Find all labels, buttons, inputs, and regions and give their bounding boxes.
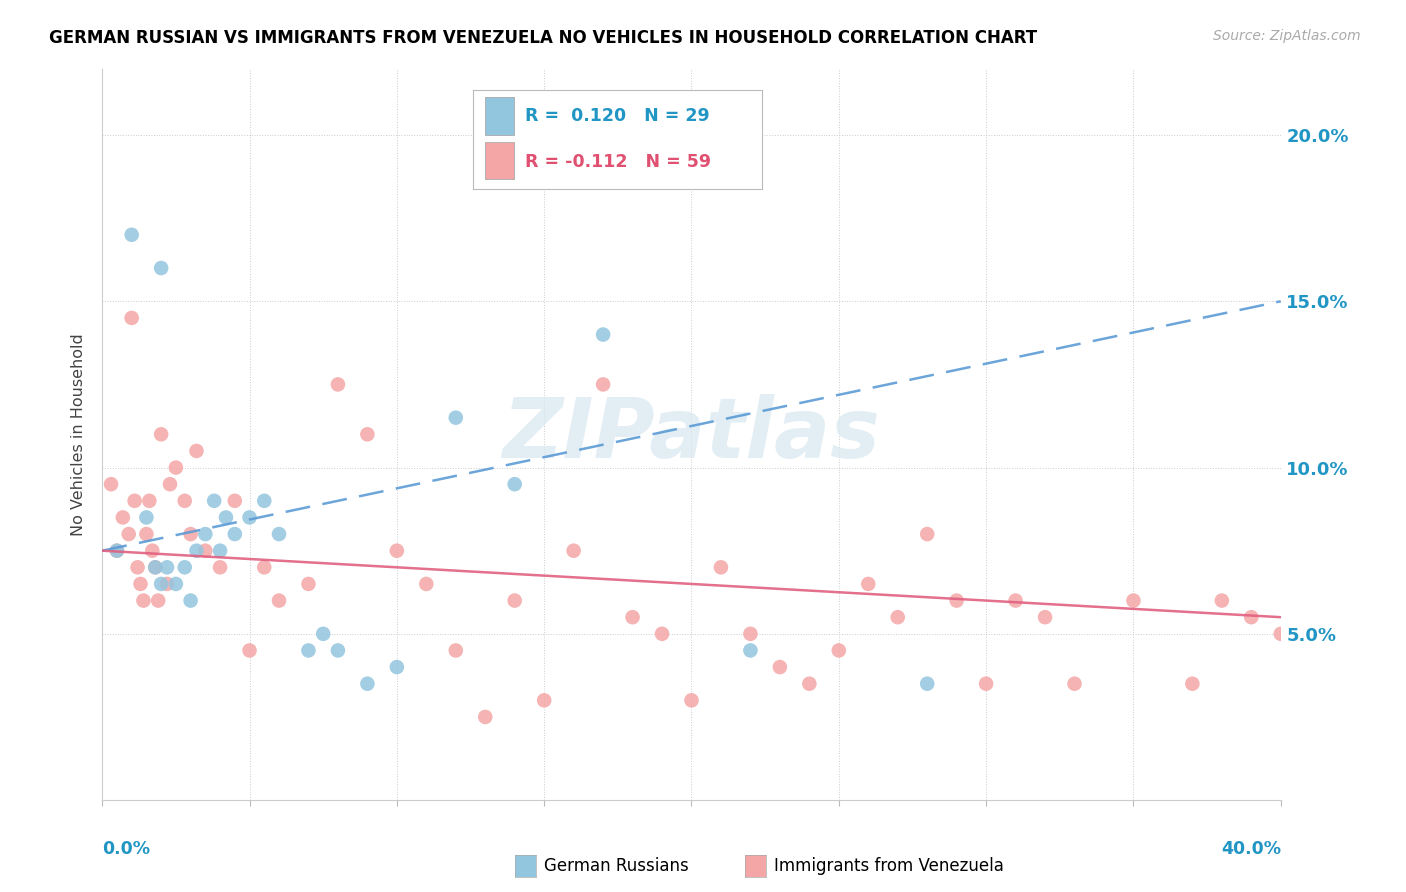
Point (326, 643, 349, 657)
Point (444, 410, 467, 425)
Point (297, 577, 319, 591)
Text: 40.0%: 40.0% (1220, 840, 1281, 858)
Point (799, 676, 821, 690)
Point (224, 527, 246, 541)
Point (111, 510, 134, 524)
Point (710, 560, 733, 574)
Point (681, 693, 703, 707)
Point (180, 593, 202, 607)
Point (143, 560, 166, 574)
Point (503, 477, 526, 491)
Point (159, 477, 181, 491)
Point (118, 527, 141, 541)
Text: GERMAN RUSSIAN VS IMMIGRANTS FROM VENEZUELA NO VEHICLES IN HOUSEHOLD CORRELATION: GERMAN RUSSIAN VS IMMIGRANTS FROM VENEZU… (49, 29, 1038, 46)
Point (828, 643, 851, 657)
Point (156, 560, 179, 574)
Point (124, 493, 146, 508)
Point (1122, 593, 1144, 607)
Point (621, 610, 644, 624)
Point (858, 577, 880, 591)
Point (356, 676, 378, 690)
Point (129, 577, 152, 591)
Text: Immigrants from Venezuela: Immigrants from Venezuela (773, 857, 1004, 875)
Point (533, 693, 555, 707)
Point (186, 543, 208, 558)
Point (253, 493, 276, 508)
Point (141, 543, 163, 558)
Point (915, 527, 938, 541)
Point (156, 577, 179, 591)
Point (173, 560, 195, 574)
Point (1240, 610, 1263, 624)
Point (186, 444, 208, 458)
Point (209, 543, 232, 558)
Point (356, 427, 378, 442)
Text: Source: ZipAtlas.com: Source: ZipAtlas.com (1213, 29, 1361, 43)
Point (105, 543, 128, 558)
Point (209, 560, 232, 574)
Point (1181, 676, 1204, 690)
Point (769, 660, 792, 674)
Point (651, 627, 673, 641)
Point (238, 643, 260, 657)
Point (887, 610, 910, 624)
Point (1033, 610, 1056, 624)
Point (444, 643, 467, 657)
Point (194, 527, 217, 541)
Point (1063, 676, 1085, 690)
Point (173, 493, 195, 508)
Point (150, 427, 173, 442)
Point (180, 527, 202, 541)
Point (194, 543, 217, 558)
Point (127, 560, 149, 574)
Text: German Russians: German Russians (544, 857, 689, 875)
Point (143, 560, 166, 574)
Point (165, 577, 187, 591)
Point (1211, 593, 1233, 607)
Text: 0.0%: 0.0% (103, 840, 150, 858)
Point (415, 577, 437, 591)
Point (224, 493, 246, 508)
Point (100, 477, 122, 491)
Point (267, 593, 290, 607)
Point (267, 527, 290, 541)
Text: ZIPatlas: ZIPatlas (502, 393, 880, 475)
Point (215, 510, 238, 524)
Point (562, 543, 585, 558)
Point (202, 493, 225, 508)
Point (740, 627, 762, 641)
Point (150, 577, 173, 591)
Point (297, 643, 319, 657)
Point (385, 543, 408, 558)
Point (592, 327, 614, 342)
Point (121, 310, 143, 325)
Point (150, 260, 173, 275)
Point (385, 660, 408, 674)
Point (1004, 593, 1026, 607)
Point (474, 710, 496, 724)
Point (105, 543, 128, 558)
Point (326, 377, 349, 392)
Point (135, 527, 157, 541)
Point (238, 510, 260, 524)
Point (945, 593, 967, 607)
Point (148, 593, 170, 607)
Point (974, 676, 997, 690)
Point (165, 460, 187, 475)
Point (135, 510, 157, 524)
Point (503, 593, 526, 607)
Point (915, 676, 938, 690)
Point (253, 560, 276, 574)
Y-axis label: No Vehicles in Household: No Vehicles in Household (72, 333, 86, 536)
Point (740, 643, 762, 657)
Point (1270, 627, 1292, 641)
Point (592, 377, 614, 392)
Point (312, 627, 335, 641)
Point (121, 227, 143, 242)
Point (132, 593, 155, 607)
Point (138, 493, 160, 508)
